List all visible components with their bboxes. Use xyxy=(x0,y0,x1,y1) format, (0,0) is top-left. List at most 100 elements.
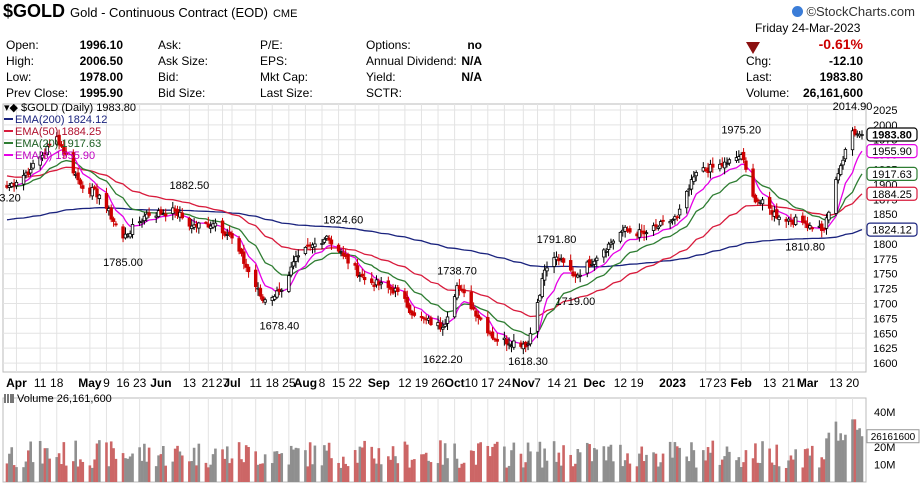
volume-bar xyxy=(742,462,745,482)
volume-bar xyxy=(720,459,724,482)
candle-body xyxy=(668,221,672,224)
price-tag-ema50: 1884.25 xyxy=(866,186,918,201)
volume-bar xyxy=(851,419,854,482)
x-tick-label: 19 xyxy=(415,376,429,390)
candle-body xyxy=(801,215,805,223)
volume-bar xyxy=(275,451,279,482)
volume-bar xyxy=(228,463,231,482)
volume-bar xyxy=(176,445,179,482)
candle-body xyxy=(386,280,391,288)
x-tick-label: Jun xyxy=(150,376,171,390)
candle-body xyxy=(711,163,715,168)
volume-bar xyxy=(559,465,563,482)
ema50-swatch xyxy=(4,130,13,132)
volume-bar xyxy=(346,466,350,482)
candle-body xyxy=(860,134,864,136)
candle-body xyxy=(296,255,301,258)
x-tick-label: 11 xyxy=(34,376,47,390)
volume-bar xyxy=(585,442,589,482)
volume-bar xyxy=(292,449,295,482)
volume-bar xyxy=(188,461,191,482)
x-tick-label: 26 xyxy=(431,376,445,390)
stockcharts-credit[interactable]: ©StockCharts.com xyxy=(792,4,915,19)
volume-bar xyxy=(486,445,490,482)
volume-bar xyxy=(223,458,227,482)
candle-body xyxy=(92,186,97,189)
volume-bar xyxy=(375,463,378,482)
candle-body xyxy=(744,160,748,170)
ema200-line xyxy=(6,207,863,268)
volume-bar xyxy=(687,461,691,482)
volume-bar xyxy=(405,444,409,482)
candle-body xyxy=(834,179,838,214)
y-tick-label: 1775 xyxy=(873,254,897,266)
volume-bar xyxy=(844,434,847,482)
volume-bar xyxy=(837,440,840,482)
volume-bar xyxy=(128,456,132,482)
candle-body xyxy=(147,212,151,216)
volume-bar xyxy=(124,458,127,482)
x-tick-label: 19 xyxy=(630,376,644,390)
candle-body xyxy=(159,209,163,215)
candle-body xyxy=(528,333,533,345)
low-value: 1978.00 xyxy=(79,70,123,84)
volume-bar xyxy=(668,441,672,482)
candle-body xyxy=(644,232,649,235)
candle-body xyxy=(611,240,616,244)
candle-body xyxy=(341,252,346,257)
candle-body xyxy=(618,231,623,242)
volume-bar xyxy=(311,464,314,482)
candle-body xyxy=(786,218,791,222)
volume-bar xyxy=(818,467,821,482)
ema8-swatch xyxy=(4,154,13,156)
volume-bar xyxy=(256,464,260,482)
volume-bar xyxy=(112,448,115,482)
candle-body xyxy=(838,165,843,175)
volume-bar xyxy=(495,441,499,482)
volume-bar xyxy=(685,456,689,482)
candle-body xyxy=(28,169,33,174)
candle-body xyxy=(239,248,244,254)
volume-bar xyxy=(801,467,805,482)
volume-bar xyxy=(675,446,679,482)
bid-size-label: Bid Size: xyxy=(158,86,206,100)
price-tag-ema8: 1955.90 xyxy=(866,144,918,159)
candle-body xyxy=(609,242,613,246)
volume-bar xyxy=(460,463,464,482)
volume-bar xyxy=(93,459,96,482)
volume-bar xyxy=(474,464,478,482)
volume-bar xyxy=(427,460,430,482)
chart-title: $GOLD Gold - Continuous Contract (EOD) C… xyxy=(3,1,297,21)
volume-bar xyxy=(770,462,774,482)
volume-bar xyxy=(43,448,47,482)
volume-bar xyxy=(72,461,75,482)
candle-body xyxy=(604,250,608,253)
price-annotation: 1785.00 xyxy=(103,257,143,269)
candle-body xyxy=(429,317,433,326)
volume-bar xyxy=(505,467,509,482)
volume-tick-label: 40M xyxy=(874,407,895,419)
candle-body xyxy=(822,228,826,230)
candle-body xyxy=(223,231,227,236)
yield-value: N/A xyxy=(461,70,482,84)
price-tag-ema20: 1917.63 xyxy=(866,166,918,182)
volume-bar xyxy=(723,456,726,482)
volume-bar xyxy=(751,458,755,482)
volume-bar xyxy=(436,463,440,482)
volume-bar xyxy=(27,450,30,482)
candle-body xyxy=(287,275,291,292)
volume-bar xyxy=(754,443,757,482)
volume-bar xyxy=(737,457,741,482)
legend-price: ▾◆ $GOLD (Daily) 1983.80 xyxy=(4,102,136,115)
candle-body xyxy=(111,218,116,222)
volume-bar xyxy=(678,447,681,482)
volume-bar xyxy=(512,442,516,482)
volume-bar xyxy=(739,467,743,482)
x-tick-label: 10 xyxy=(465,376,479,390)
volume-bar xyxy=(704,460,707,482)
candle-body xyxy=(443,323,447,327)
price-panel-frame xyxy=(2,103,867,373)
volume-bar xyxy=(287,464,291,482)
volume-bar xyxy=(95,443,99,482)
